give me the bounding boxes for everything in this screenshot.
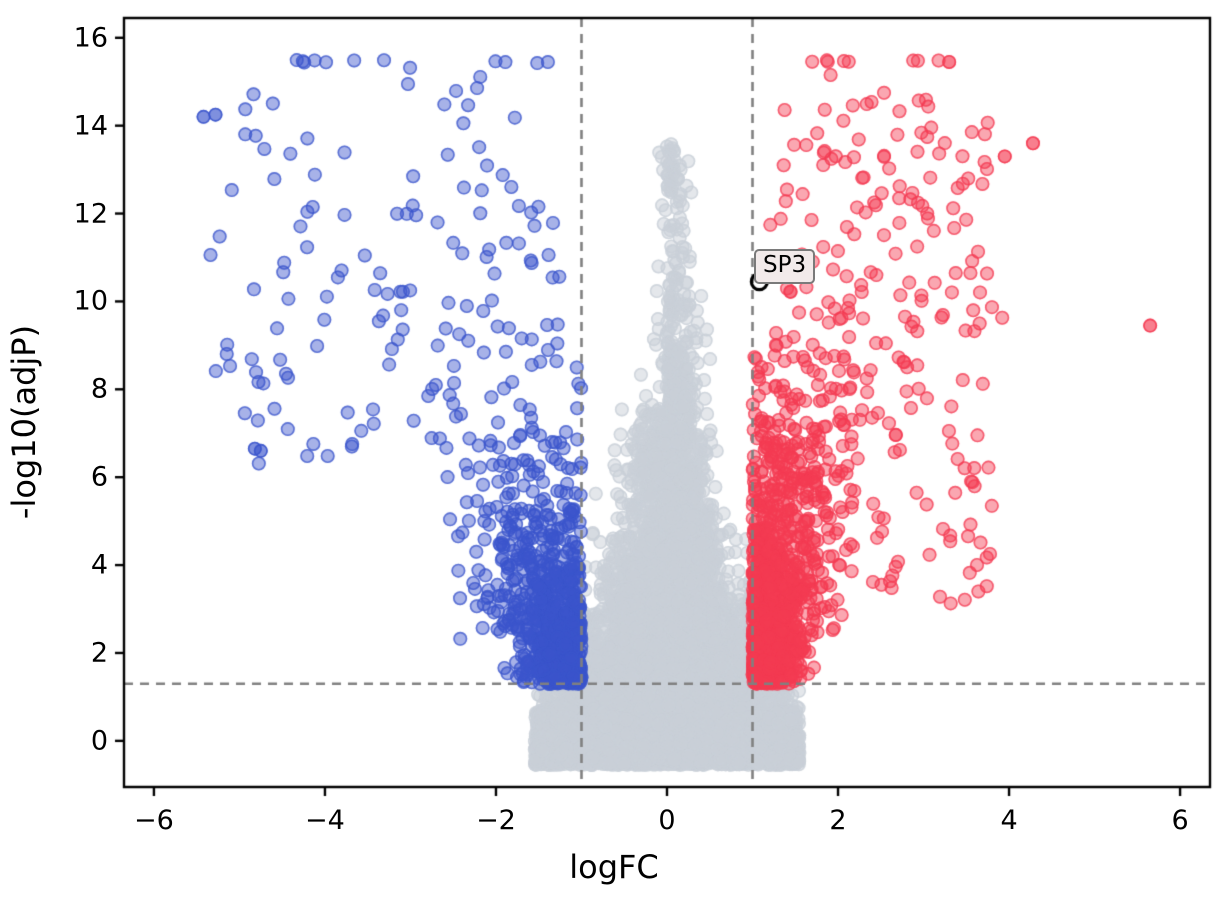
y-tick-6: 6	[90, 461, 108, 493]
x-tick-−2: −2	[476, 805, 516, 836]
y-tick-8: 8	[90, 373, 108, 405]
y-axis-title: -log10(adjP)	[5, 324, 43, 520]
y-tick-10: 10	[73, 285, 108, 317]
y-tick-4: 4	[90, 549, 108, 581]
y-tick-16: 16	[73, 22, 108, 54]
y-tick-14: 14	[73, 110, 108, 142]
y-tick-0: 0	[90, 725, 108, 757]
x-tick-4: 4	[1000, 805, 1018, 836]
x-tick-0: 0	[658, 805, 676, 836]
y-axis-title-wrapper: -log10(adjP)	[5, 22, 43, 822]
y-tick-12: 12	[73, 198, 108, 230]
x-tick-−6: −6	[134, 805, 174, 836]
y-tick-2: 2	[90, 637, 108, 669]
gene-annotation-label-sp3[interactable]: SP3	[754, 249, 816, 284]
x-axis-title: logFC	[569, 848, 659, 886]
x-tick-−4: −4	[305, 805, 345, 836]
x-tick-2: 2	[829, 805, 847, 836]
x-tick-6: 6	[1171, 805, 1189, 836]
